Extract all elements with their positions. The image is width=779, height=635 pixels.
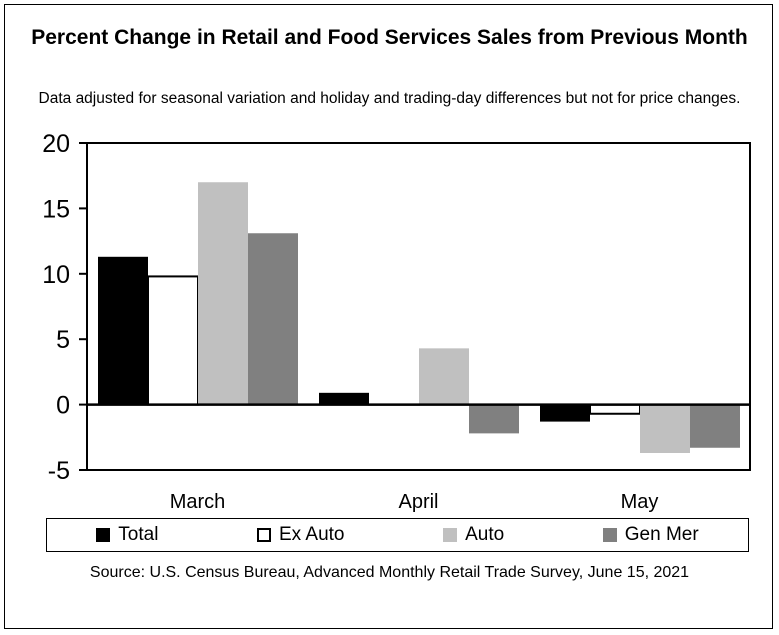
- chart-title: Percent Change in Retail and Food Servic…: [31, 26, 748, 49]
- bar-auto-april: [419, 348, 469, 405]
- chart-subtitle: Data adjusted for seasonal variation and…: [38, 90, 741, 107]
- y-tick-label: 10: [42, 261, 70, 289]
- legend-swatch-total: [96, 528, 111, 542]
- legend-item-total: Total: [96, 524, 158, 546]
- legend-label-total: Total: [118, 524, 159, 545]
- x-tick-label: March: [170, 491, 226, 513]
- bar-total-april: [319, 392, 369, 405]
- legend-item-ex-auto: Ex Auto: [257, 524, 345, 546]
- bar-gen-mer-may: [690, 404, 740, 448]
- legend-label-gen-mer: Gen Mer: [624, 524, 699, 545]
- x-tick-label: April: [398, 491, 438, 513]
- legend-item-auto: Auto: [443, 524, 504, 546]
- bar-total-march: [98, 256, 148, 405]
- bar-auto-march: [198, 182, 248, 405]
- bar-gen-mer-april: [469, 404, 519, 434]
- y-tick-label: 5: [56, 326, 70, 354]
- y-tick-label: -5: [48, 457, 70, 485]
- y-tick-label: 15: [42, 195, 70, 223]
- legend-swatch-ex-auto: [257, 528, 271, 542]
- chart-source: Source: U.S. Census Bureau, Advanced Mon…: [89, 564, 690, 581]
- bar-ex-auto-may: [589, 403, 641, 415]
- legend-label-ex-auto: Ex Auto: [279, 524, 345, 545]
- bar-ex-auto-march: [147, 275, 199, 406]
- plot-area: [86, 142, 751, 471]
- y-tick-label: 0: [56, 392, 70, 420]
- legend: Total Ex Auto Auto Gen Mer: [46, 518, 749, 552]
- x-tick-label: May: [621, 491, 659, 513]
- bar-gen-mer-march: [248, 233, 298, 405]
- bar-total-may: [540, 404, 590, 422]
- y-tick-label: 20: [42, 130, 70, 158]
- legend-swatch-gen-mer: [602, 528, 617, 542]
- legend-swatch-auto: [443, 528, 458, 542]
- legend-item-gen-mer: Gen Mer: [602, 524, 699, 546]
- bar-auto-may: [640, 404, 690, 453]
- legend-label-auto: Auto: [465, 524, 505, 545]
